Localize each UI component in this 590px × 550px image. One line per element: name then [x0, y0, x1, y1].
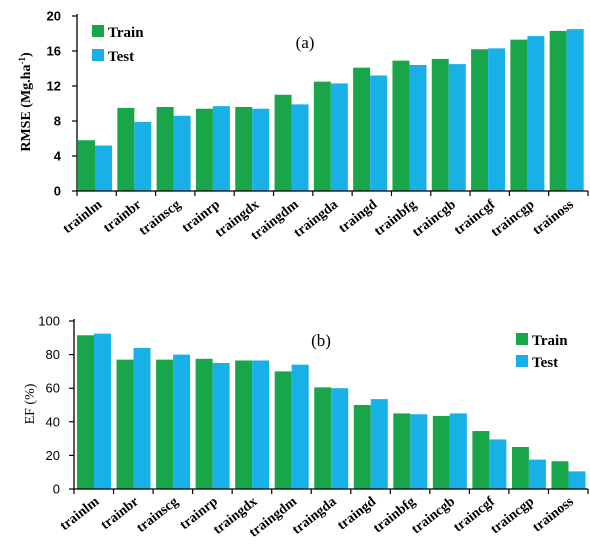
x-tick-label-trainscg: trainscg [137, 197, 184, 239]
x-tick-label-trainoss: trainoss [530, 494, 577, 535]
legend-swatch-test [92, 49, 104, 61]
bar-train-traingd [353, 67, 371, 192]
legend-label-train: Train [532, 333, 568, 349]
bar-train-traingda [314, 387, 332, 489]
bar-train-trainscg [156, 359, 174, 489]
bar-test-traincgb [448, 64, 466, 192]
bar-test-traincgf [488, 48, 506, 192]
bar-test-trainlm [94, 333, 111, 489]
bar-test-trainbr [134, 121, 152, 192]
y-tick-label: 60 [46, 381, 60, 396]
x-tick-label-trainlm: trainlm [57, 494, 102, 534]
bar-train-traincgf [471, 49, 489, 191]
bar-train-trainrp [195, 108, 213, 191]
bar-test-traingda [330, 83, 348, 192]
bar-train-traingdm [274, 371, 292, 489]
bar-train-traingda [313, 81, 331, 192]
bar-test-traincgb [449, 413, 467, 489]
x-tick-label-traingda: traingda [290, 494, 340, 537]
y-tick-label: 12 [47, 79, 61, 94]
legend-label-test: Test [532, 355, 558, 371]
bar-train-trainrp [195, 358, 213, 489]
chart-panel-a: 048121620trainlmtrainbrtrainscgtrainrptr… [17, 9, 589, 244]
bar-test-trainscg [173, 354, 191, 489]
bar-test-traingdm [291, 364, 309, 489]
x-tick-label-trainscg: trainscg [134, 494, 181, 536]
y-tick-label: 20 [46, 448, 60, 463]
x-tick-label-trainlm: trainlm [60, 197, 105, 237]
legend-label-train: Train [108, 25, 144, 41]
bar-train-trainbr [117, 107, 135, 192]
bar-train-traingdx [235, 107, 253, 191]
y-tick-label: 100 [38, 314, 60, 329]
x-tick-label-traincgb: traincgb [410, 197, 459, 240]
y-tick-label: 20 [47, 9, 61, 24]
legend-label-test: Test [108, 49, 134, 65]
bar-train-trainlm [78, 140, 95, 191]
bar-test-traincgp [527, 36, 545, 192]
bar-test-trainoss [566, 29, 584, 192]
x-tick-label-trainbr: trainbr [98, 494, 142, 533]
bar-train-trainscg [156, 107, 174, 191]
bar-test-traingd [370, 75, 388, 191]
bar-test-trainscg [173, 115, 191, 191]
bar-train-traincgp [511, 447, 529, 489]
legend-swatch-train [92, 25, 104, 37]
bar-test-trainbfg [410, 414, 428, 489]
bar-train-trainlm [77, 335, 94, 489]
bar-test-trainbr [133, 347, 151, 489]
x-tick-label-traingda: traingda [291, 197, 341, 240]
bar-train-traingdm [274, 94, 292, 191]
y-tick-label: 40 [46, 414, 60, 429]
bar-test-trainlm [95, 145, 112, 191]
bar-train-traincgb [431, 58, 449, 192]
bar-train-traingdx [235, 360, 253, 489]
bar-test-trainoss [568, 471, 586, 489]
bar-train-trainbfg [393, 413, 411, 489]
bar-test-trainrp [212, 363, 230, 489]
panel-tag: (a) [296, 33, 315, 52]
bar-test-traingd [370, 399, 388, 489]
x-tick-label-traincgp: traincgp [488, 494, 537, 537]
y-tick-label: 80 [46, 347, 60, 362]
bar-train-traingd [353, 405, 371, 489]
panel-tag: (b) [311, 331, 331, 350]
bar-test-traingdm [291, 104, 309, 192]
bar-test-traincgf [489, 439, 507, 489]
bar-train-traincgb [432, 415, 450, 489]
y-tick-label: 0 [54, 184, 61, 199]
chart-panel-b: 020406080100trainlmtrainbrtrainscgtrainr… [23, 314, 589, 541]
y-tick-label: 8 [54, 114, 61, 129]
legend-swatch-train [516, 333, 528, 345]
bar-train-traincgf [472, 431, 490, 489]
bar-train-trainbr [116, 359, 134, 489]
y-axis-label: EF (%) [23, 383, 38, 424]
bar-test-trainbfg [409, 65, 427, 191]
y-tick-label: 4 [54, 149, 62, 164]
y-tick-label: 0 [53, 482, 60, 497]
bar-test-traingdx [252, 360, 270, 489]
y-tick-label: 16 [47, 44, 61, 59]
x-tick-label-traincgb: traincgb [409, 494, 458, 537]
bar-test-traingda [331, 388, 349, 489]
bar-test-traingdx [252, 108, 270, 191]
bar-train-traincgp [510, 39, 528, 192]
bar-test-traincgp [528, 459, 546, 489]
x-tick-label-trainoss: trainoss [530, 197, 577, 238]
legend-swatch-test [516, 355, 528, 367]
bar-train-trainbfg [392, 60, 410, 192]
x-tick-label-traincgp: traincgp [488, 197, 537, 240]
bar-test-trainrp [212, 106, 230, 192]
bar-train-trainoss [549, 30, 567, 192]
bar-train-trainoss [551, 461, 569, 489]
y-axis-label: RMSE (Mg.ha-1) [17, 52, 34, 152]
